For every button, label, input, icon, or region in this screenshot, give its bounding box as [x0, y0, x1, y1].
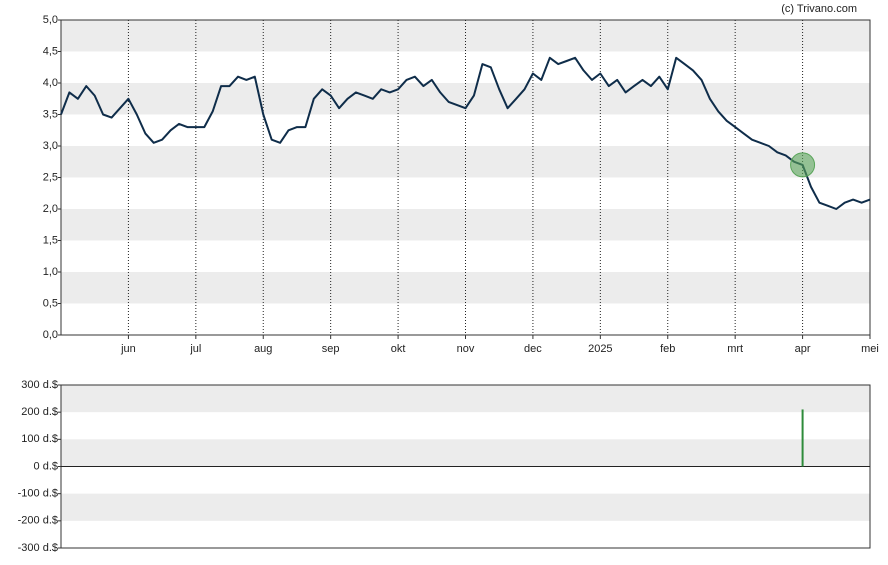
x-tick-label: dec	[524, 343, 542, 355]
band	[61, 493, 870, 521]
y-tick-label: 2,5	[43, 171, 58, 183]
bar	[801, 409, 804, 467]
x-tick-label: mrt	[727, 343, 743, 355]
band	[61, 439, 870, 467]
y-tick-label: 4,0	[43, 77, 58, 89]
x-tick-label: jul	[189, 343, 201, 355]
y-tick-label: 100 d.$	[21, 433, 58, 445]
x-tick-label: aug	[254, 343, 272, 355]
y-tick-label: 0,0	[43, 329, 58, 341]
y-tick-label: 3,5	[43, 108, 58, 120]
y-tick-label: 0,5	[43, 297, 58, 309]
y-tick-label: -300 d.$	[18, 542, 58, 554]
y-tick-label: -100 d.$	[18, 488, 58, 500]
y-tick-label: 1,0	[43, 266, 58, 278]
x-tick-label: apr	[795, 343, 811, 355]
x-tick-label: sep	[322, 343, 340, 355]
y-tick-label: 0 d.$	[34, 460, 58, 472]
highlight-marker	[790, 152, 816, 178]
x-tick-label: feb	[660, 343, 675, 355]
y-tick-label: 5,0	[43, 14, 58, 26]
price-line	[60, 56, 871, 210]
x-tick-label: 2025	[588, 343, 612, 355]
x-tick-label: mei	[861, 343, 879, 355]
credit: (c) Trivano.com	[781, 3, 857, 15]
y-tick-label: -200 d.$	[18, 515, 58, 527]
y-tick-label: 1,5	[43, 234, 58, 246]
x-tick-label: okt	[391, 343, 406, 355]
band	[61, 385, 870, 413]
y-tick-label: 300 d.$	[21, 379, 58, 391]
x-tick-label: nov	[457, 343, 475, 355]
y-tick-label: 200 d.$	[21, 406, 58, 418]
y-tick-label: 4,5	[43, 45, 58, 57]
y-tick-label: 3,0	[43, 140, 58, 152]
plot-frame	[60, 19, 871, 336]
x-tick-label: jun	[120, 343, 136, 355]
y-tick-label: 2,0	[43, 203, 58, 215]
